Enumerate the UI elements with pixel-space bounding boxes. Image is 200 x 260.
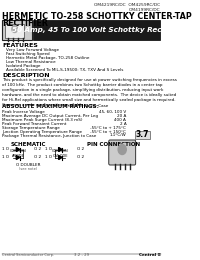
FancyBboxPatch shape (109, 140, 136, 165)
Text: 3.2 - 29: 3.2 - 29 (74, 253, 89, 257)
Text: COMMON
ANODE: COMMON ANODE (10, 149, 26, 158)
Text: Maximum Peak Surge Current (8.3 mS): Maximum Peak Surge Current (8.3 mS) (2, 118, 83, 121)
Text: -55°C to + 175°C: -55°C to + 175°C (90, 126, 126, 129)
Text: Central ≡: Central ≡ (139, 253, 161, 257)
Text: Available Screened To MIL-S-19500: TX, TXV And S Levels: Available Screened To MIL-S-19500: TX, T… (6, 68, 123, 72)
Text: Peak Inverse Voltage: Peak Inverse Voltage (2, 109, 45, 114)
Polygon shape (16, 147, 20, 152)
Text: Hermetic Metal Package, TO-258 Outline: Hermetic Metal Package, TO-258 Outline (6, 56, 89, 60)
Text: FEATURES: FEATURES (2, 43, 38, 48)
Text: Junction Operating Temperature Range: Junction Operating Temperature Range (2, 129, 82, 133)
Text: O 2: O 2 (34, 146, 41, 151)
Text: OM4219RC/DC  OM4259RC/DC
OM4199RC/DC: OM4219RC/DC OM4259RC/DC OM4199RC/DC (94, 3, 160, 12)
Text: Fast Switching Speed: Fast Switching Speed (6, 52, 49, 56)
Text: 45, 60, 100 V: 45, 60, 100 V (99, 109, 126, 114)
Text: COMMON
CAT-ODE: COMMON CAT-ODE (52, 149, 69, 158)
Text: DESCRIPTION: DESCRIPTION (2, 73, 50, 78)
Text: 2 A: 2 A (120, 121, 126, 126)
Text: O 2: O 2 (77, 154, 84, 159)
Text: O 2: O 2 (34, 154, 41, 159)
Text: PIN CONNECTION: PIN CONNECTION (87, 141, 141, 146)
Text: O 2: O 2 (77, 146, 84, 151)
Text: 20 A: 20 A (117, 114, 126, 118)
Text: Package Thermal Resistance, Junction to Case: Package Thermal Resistance, Junction to … (2, 133, 97, 138)
Text: 1 O: 1 O (2, 146, 9, 151)
FancyBboxPatch shape (5, 24, 24, 38)
Text: Isolated Package: Isolated Package (6, 64, 40, 68)
Text: 1 O: 1 O (45, 146, 52, 151)
Circle shape (12, 25, 18, 32)
Text: O DOUBLER: O DOUBLER (16, 162, 41, 166)
Text: Very Low Forward Voltage: Very Low Forward Voltage (6, 48, 59, 52)
Text: Central Semiconductor Corp.: Central Semiconductor Corp. (2, 253, 54, 257)
Text: HERMETIC TO-258 SCHOTTKY CENTER-TAP: HERMETIC TO-258 SCHOTTKY CENTER-TAP (2, 12, 192, 21)
Text: ABSOLUTE MAXIMUM RATINGS:: ABSOLUTE MAXIMUM RATINGS: (2, 104, 99, 109)
Circle shape (118, 145, 126, 154)
Text: 1 O: 1 O (2, 154, 9, 159)
Text: Maximum Average DC Output Current, Per Leg: Maximum Average DC Output Current, Per L… (2, 114, 98, 118)
Text: Tⱼ = 25°C Co Per Case: Tⱼ = 25°C Co Per Case (64, 104, 109, 108)
Text: Low Thermal Resistance: Low Thermal Resistance (6, 60, 55, 64)
Text: Storage Temperature Range: Storage Temperature Range (2, 126, 60, 129)
Text: 400 A: 400 A (114, 118, 126, 121)
Text: (see note): (see note) (19, 166, 38, 171)
Text: Peak Forward Transient Current: Peak Forward Transient Current (2, 121, 67, 126)
Polygon shape (59, 155, 62, 159)
Text: RECTIFIER: RECTIFIER (2, 19, 48, 28)
Polygon shape (16, 155, 20, 159)
Text: -55°C to + 150°C: -55°C to + 150°C (90, 129, 126, 133)
FancyBboxPatch shape (135, 131, 150, 139)
Text: 50 Amp, 45 To 100 Volt Schottky Rectifier: 50 Amp, 45 To 100 Volt Schottky Rectifie… (12, 27, 182, 33)
FancyBboxPatch shape (33, 20, 160, 40)
Text: SCHEMATIC: SCHEMATIC (11, 141, 46, 146)
FancyBboxPatch shape (2, 20, 32, 40)
Polygon shape (59, 147, 62, 152)
Text: 1 O: 1 O (45, 154, 52, 159)
Text: 3.7: 3.7 (136, 130, 149, 139)
Text: 1.1°C/W: 1.1°C/W (110, 133, 126, 138)
Text: This product is specifically designed for use at power switching frequencies in : This product is specifically designed fo… (2, 78, 177, 107)
